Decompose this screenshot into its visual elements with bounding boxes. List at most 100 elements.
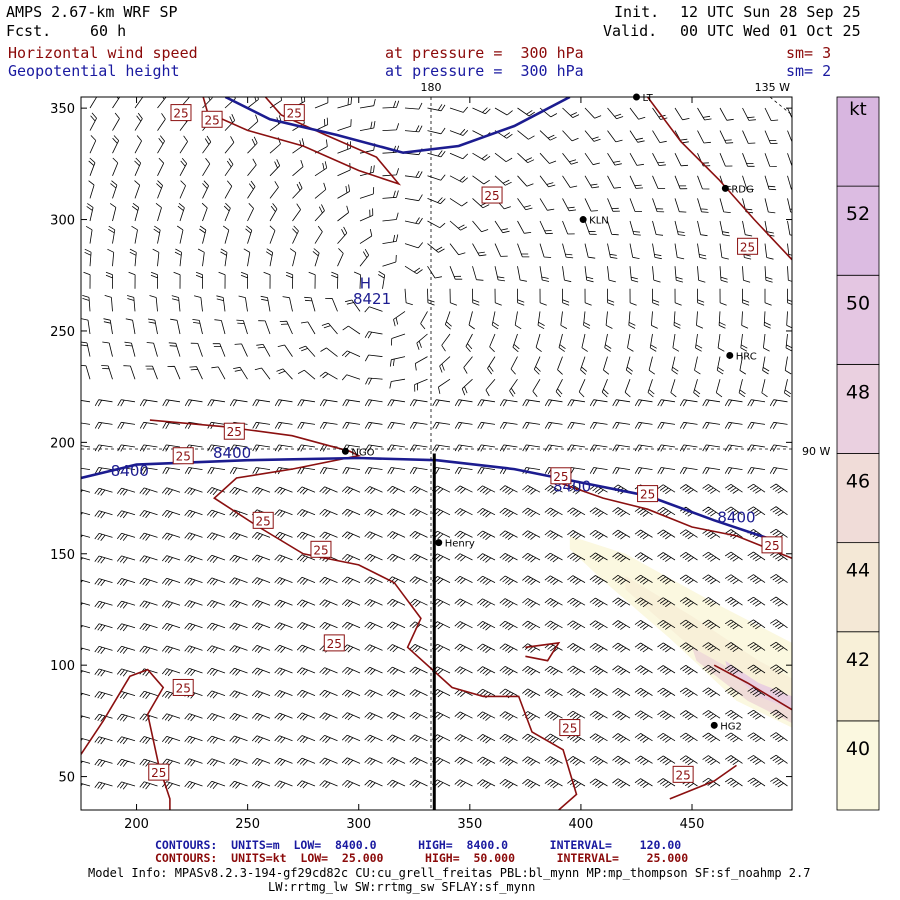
field2-smoothing: sm= 2 <box>786 62 832 80</box>
wind-barb <box>499 399 518 407</box>
wind-barb <box>184 487 203 496</box>
wind-barb <box>584 243 596 259</box>
field1-name: Horizontal wind speed <box>8 44 198 62</box>
wind-barb <box>494 266 506 282</box>
wind-barb <box>770 483 788 494</box>
wind-barb <box>454 508 473 517</box>
wind-barb <box>724 664 743 675</box>
wind-barb <box>472 243 487 257</box>
wind-barb <box>382 254 397 267</box>
wind-barb <box>562 288 570 306</box>
wind-barb <box>247 136 258 154</box>
wind-barb <box>139 399 158 407</box>
wind-barb <box>387 711 406 721</box>
wind-barb <box>719 220 730 237</box>
wind-barb <box>454 467 473 475</box>
wind-barb <box>657 444 676 452</box>
wind-barb <box>364 444 383 452</box>
wind-barb <box>657 467 676 475</box>
wind-barb <box>94 736 113 745</box>
wind-barb <box>724 421 743 430</box>
wind-barb <box>81 557 91 561</box>
wind-barb <box>465 333 473 352</box>
wind-barb <box>387 467 406 475</box>
wind-barb <box>404 217 423 225</box>
wind-barb <box>364 779 383 788</box>
colorbar-tick-label: 48 <box>846 381 870 403</box>
speed-label-box <box>172 678 194 696</box>
wind-barb <box>514 311 522 330</box>
wind-barb <box>129 248 137 267</box>
wind-barb <box>94 533 113 541</box>
wind-barb <box>229 735 248 744</box>
wind-barb <box>522 575 541 586</box>
wind-barb <box>477 399 496 407</box>
wind-barb <box>314 97 329 109</box>
wind-barb <box>634 755 653 766</box>
wind-barb <box>319 599 338 608</box>
wind-barb <box>304 296 316 312</box>
wind-barb <box>274 712 293 721</box>
wind-barb <box>298 345 316 357</box>
wind-barb <box>233 366 248 380</box>
wind-barb <box>702 484 721 494</box>
wind-barb <box>477 621 496 631</box>
wind-barb <box>134 135 142 154</box>
wind-barb <box>247 158 257 177</box>
wind-barb <box>787 175 792 190</box>
wind-barb <box>634 642 653 653</box>
wind-barb <box>629 266 639 283</box>
wind-barb <box>718 311 726 329</box>
wind-barb <box>449 266 463 280</box>
speed-contour-label: 25 <box>256 514 271 528</box>
wind-barb <box>139 758 158 767</box>
wind-barb <box>657 574 676 585</box>
wind-barb <box>409 689 428 698</box>
wind-barb <box>409 734 428 743</box>
wind-barb <box>94 759 113 767</box>
wind-barb <box>472 288 480 306</box>
wind-barb <box>202 158 211 177</box>
wind-barb <box>702 444 721 452</box>
wind-barb <box>161 600 181 609</box>
wind-barb <box>742 288 750 306</box>
wind-barb <box>229 645 248 654</box>
wind-barb <box>189 366 203 380</box>
wind-barb <box>364 621 383 630</box>
wind-barb <box>612 552 631 563</box>
wind-barb <box>697 107 712 121</box>
wind-barb <box>274 554 293 563</box>
wind-barb <box>742 175 754 190</box>
wind-barb <box>539 107 558 118</box>
wind-barb <box>724 755 743 766</box>
x-tick-label: 200 <box>124 817 149 832</box>
wind-barb <box>724 399 743 407</box>
wind-barb <box>116 668 136 677</box>
wind-barb <box>461 378 473 396</box>
wind-barb <box>544 399 563 407</box>
wind-barb <box>254 367 271 380</box>
wind-barb <box>454 399 473 407</box>
height-contour-8400m <box>224 97 571 155</box>
wind-barb <box>382 190 399 199</box>
y-tick-label: 200 <box>50 436 75 451</box>
wind-barb <box>724 709 743 720</box>
wind-barb <box>770 709 788 720</box>
wind-barb <box>319 780 338 789</box>
wind-barb <box>320 347 338 357</box>
wind-barb <box>240 271 248 289</box>
wind-barb <box>494 220 510 234</box>
wind-barb <box>177 202 185 222</box>
wind-barb <box>387 399 406 407</box>
wind-barb <box>157 97 167 109</box>
wind-barb <box>472 266 484 281</box>
wind-barb <box>770 664 788 675</box>
wind-barb <box>202 180 209 199</box>
wind-barb <box>672 333 680 352</box>
wind-barb <box>389 378 406 389</box>
wind-barb <box>229 622 248 631</box>
wind-barb <box>449 152 469 160</box>
wind-barb <box>229 667 248 676</box>
footer-model-info: Model Info: MPASv8.2.3-194-gf29cd82c CU:… <box>88 866 811 880</box>
wind-barb <box>764 107 779 121</box>
